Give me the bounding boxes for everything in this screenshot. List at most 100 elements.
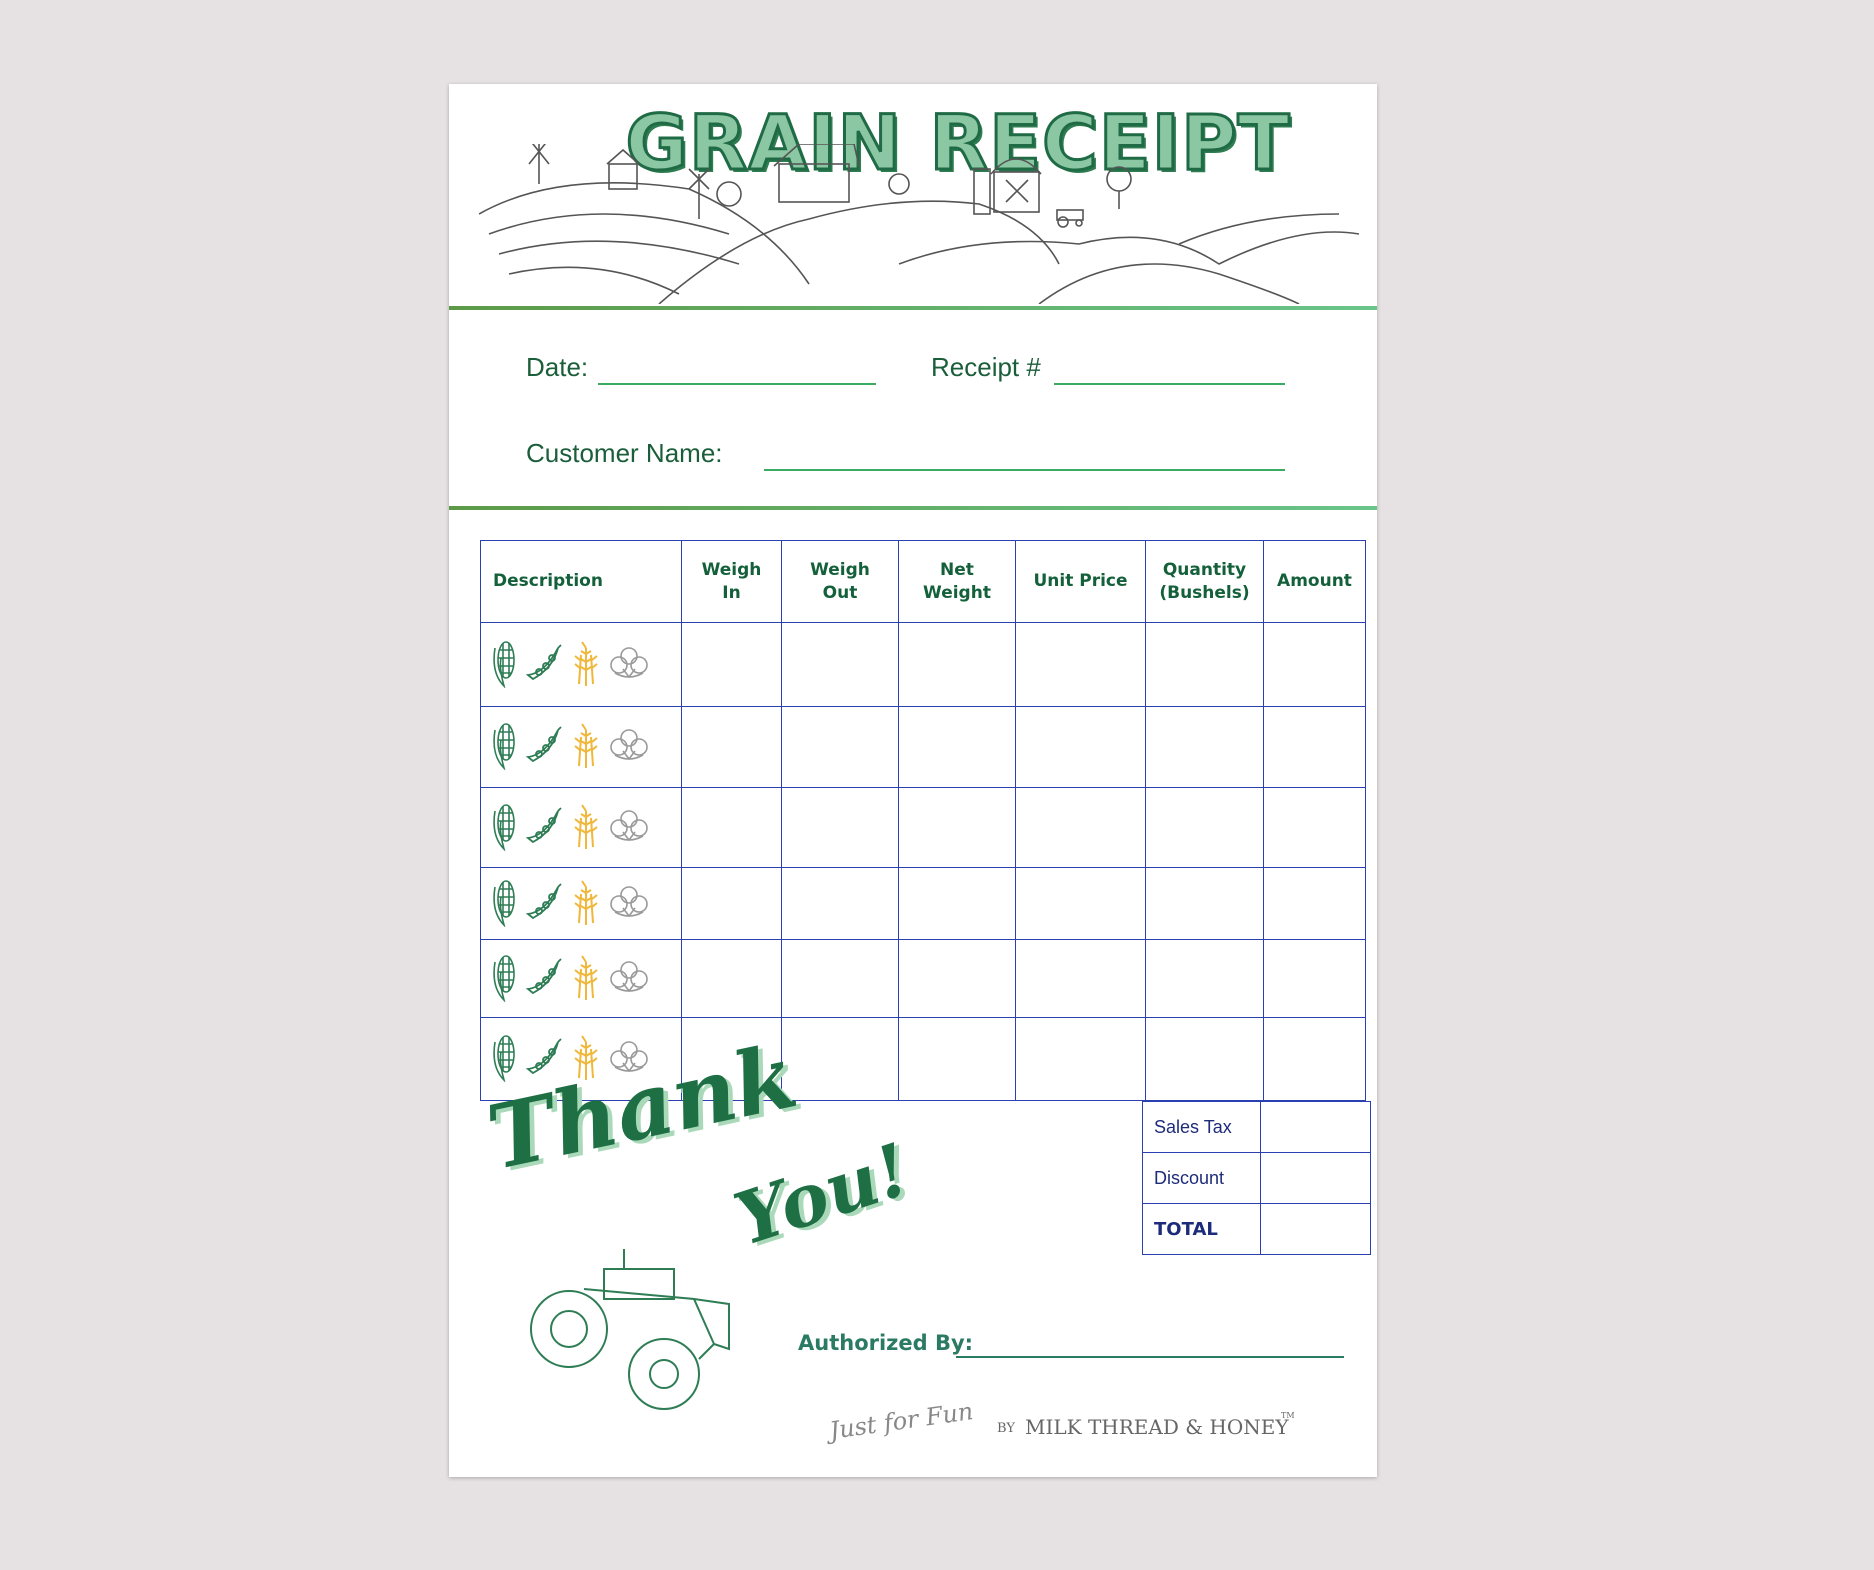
amount-cell[interactable] <box>1263 939 1366 1018</box>
description-cell[interactable] <box>480 867 682 940</box>
cotton-icon[interactable] <box>609 959 649 999</box>
description-cell[interactable] <box>480 787 682 868</box>
weigh-in-cell[interactable] <box>681 867 782 940</box>
grain-type-icons <box>481 801 681 855</box>
table-row <box>480 867 1366 940</box>
totals-table: Sales Tax Discount TOTAL <box>1142 1101 1371 1255</box>
weigh-in-cell[interactable] <box>681 706 782 788</box>
customer-name-field[interactable] <box>764 469 1285 471</box>
wheat-icon[interactable] <box>569 722 603 772</box>
pea-pod-icon[interactable] <box>525 1037 563 1081</box>
unit-price-cell[interactable] <box>1015 867 1146 940</box>
wheat-icon[interactable] <box>569 803 603 853</box>
amount-cell[interactable] <box>1263 867 1366 940</box>
discount-label: Discount <box>1142 1152 1261 1204</box>
unit-price-cell[interactable] <box>1015 787 1146 868</box>
net-weight-cell[interactable] <box>898 939 1016 1018</box>
wheat-icon[interactable] <box>569 640 603 690</box>
quantity-cell[interactable] <box>1145 622 1264 707</box>
corn-icon[interactable] <box>489 952 519 1006</box>
authorized-by-label: Authorized By: <box>798 1331 974 1355</box>
net-weight-cell[interactable] <box>898 867 1016 940</box>
quantity-cell[interactable] <box>1145 706 1264 788</box>
quantity-cell[interactable] <box>1145 867 1264 940</box>
description-cell[interactable] <box>480 706 682 788</box>
total-value[interactable] <box>1260 1203 1371 1255</box>
grain-table: Description Weigh In Weigh Out Net Weight U… <box>480 540 1366 1101</box>
weigh-out-cell[interactable] <box>781 706 899 788</box>
net-weight-cell[interactable] <box>898 787 1016 868</box>
cotton-icon[interactable] <box>609 727 649 767</box>
weigh-in-cell[interactable] <box>681 622 782 707</box>
corn-icon[interactable] <box>489 877 519 931</box>
grain-type-icons <box>481 877 681 931</box>
authorized-by-signature-line[interactable] <box>956 1356 1344 1358</box>
weigh-in-cell[interactable] <box>681 1017 782 1101</box>
corn-icon[interactable] <box>489 720 519 774</box>
amount-cell[interactable] <box>1263 622 1366 707</box>
net-weight-cell[interactable] <box>898 706 1016 788</box>
sales-tax-value[interactable] <box>1260 1101 1371 1153</box>
amount-cell[interactable] <box>1263 1017 1366 1101</box>
quantity-cell[interactable] <box>1145 939 1264 1018</box>
corn-icon[interactable] <box>489 1032 519 1086</box>
wheat-icon[interactable] <box>569 954 603 1004</box>
pea-pod-icon[interactable] <box>525 643 563 687</box>
weigh-out-cell[interactable] <box>781 1017 899 1101</box>
table-row <box>480 787 1366 868</box>
header-amount: Amount <box>1263 540 1366 623</box>
corn-icon[interactable] <box>489 801 519 855</box>
sales-tax-label: Sales Tax <box>1142 1101 1261 1153</box>
net-weight-cell[interactable] <box>898 1017 1016 1101</box>
wheat-icon[interactable] <box>569 879 603 929</box>
fields-divider <box>449 506 1377 510</box>
unit-price-cell[interactable] <box>1015 706 1146 788</box>
grain-type-icons <box>481 638 681 692</box>
receipt-number-field[interactable] <box>1054 383 1285 385</box>
weigh-out-cell[interactable] <box>781 867 899 940</box>
farm-landscape-illustration <box>479 144 1359 304</box>
grain-type-icons <box>481 720 681 774</box>
net-weight-cell[interactable] <box>898 622 1016 707</box>
you-text: You! <box>724 1126 920 1262</box>
wheat-icon[interactable] <box>569 1034 603 1084</box>
weigh-in-cell[interactable] <box>681 939 782 1018</box>
header-net-weight: Net Weight <box>898 540 1016 623</box>
description-cell[interactable] <box>480 622 682 707</box>
pea-pod-icon[interactable] <box>525 957 563 1001</box>
cotton-icon[interactable] <box>609 884 649 924</box>
weigh-in-cell[interactable] <box>681 787 782 868</box>
pea-pod-icon[interactable] <box>525 882 563 926</box>
receipt-number-label: Receipt # <box>931 352 1041 382</box>
tractor-illustration <box>530 1249 730 1410</box>
cotton-icon[interactable] <box>609 808 649 848</box>
unit-price-cell[interactable] <box>1015 939 1146 1018</box>
customer-name-label: Customer Name: <box>526 438 723 468</box>
amount-cell[interactable] <box>1263 706 1366 788</box>
cotton-icon[interactable] <box>609 1039 649 1079</box>
amount-cell[interactable] <box>1263 787 1366 868</box>
description-cell[interactable] <box>480 939 682 1018</box>
discount-value[interactable] <box>1260 1152 1371 1204</box>
weigh-out-cell[interactable] <box>781 622 899 707</box>
quantity-cell[interactable] <box>1145 787 1264 868</box>
weigh-out-cell[interactable] <box>781 787 899 868</box>
brand-tm: TM <box>1281 1411 1295 1420</box>
weigh-out-cell[interactable] <box>781 939 899 1018</box>
table-row <box>480 939 1366 1018</box>
corn-icon[interactable] <box>489 638 519 692</box>
date-field[interactable] <box>598 383 876 385</box>
table-row <box>480 706 1366 788</box>
header-quantity: Quantity (Bushels) <box>1145 540 1264 623</box>
quantity-cell[interactable] <box>1145 1017 1264 1101</box>
pea-pod-icon[interactable] <box>525 806 563 850</box>
pea-pod-icon[interactable] <box>525 725 563 769</box>
brand-name: MILK THREAD & HONEY <box>1025 1415 1289 1439</box>
total-label: TOTAL <box>1142 1203 1261 1255</box>
unit-price-cell[interactable] <box>1015 622 1146 707</box>
brand-by: BY <box>997 1421 1015 1436</box>
grain-type-icons <box>481 952 681 1006</box>
unit-price-cell[interactable] <box>1015 1017 1146 1101</box>
cotton-icon[interactable] <box>609 645 649 685</box>
description-cell[interactable] <box>480 1017 682 1101</box>
